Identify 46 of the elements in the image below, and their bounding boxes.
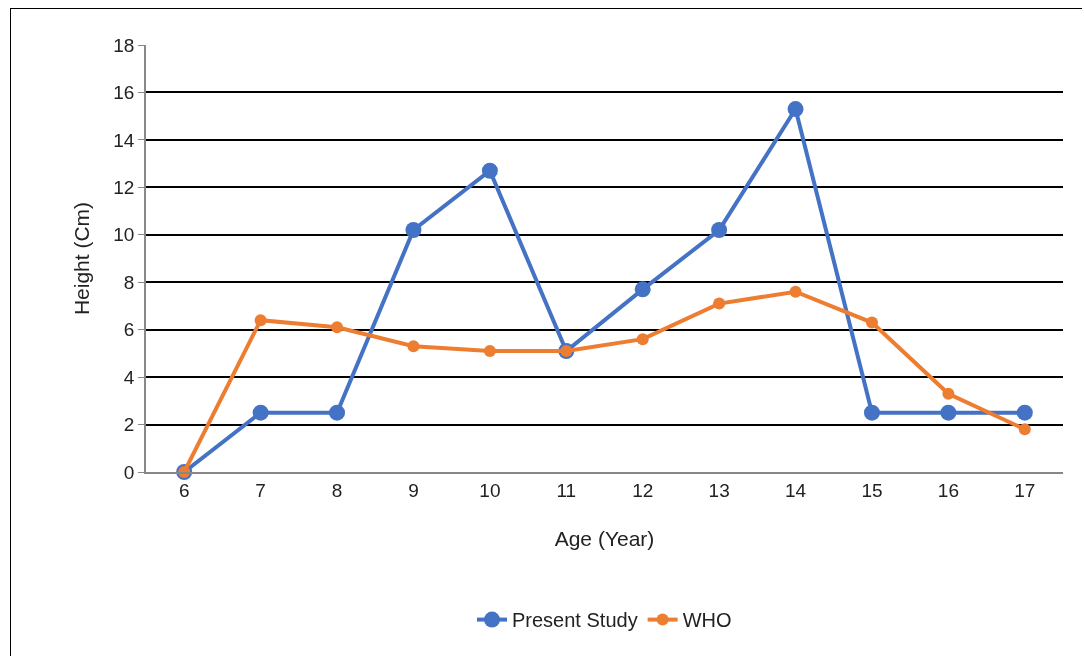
y-tick-label: 12 (113, 176, 135, 198)
y-tick-label: 16 (113, 82, 135, 104)
legend-label: WHO (682, 609, 732, 632)
x-tick-label: 13 (708, 479, 730, 501)
point (405, 222, 422, 239)
y-tick-label: 10 (113, 224, 135, 246)
point (331, 321, 344, 334)
x-tick-label: 7 (255, 479, 266, 501)
point (1018, 423, 1031, 436)
legend-label: Present Study (512, 609, 638, 632)
y-tick-label: 18 (113, 34, 135, 56)
x-tick-label: 16 (937, 479, 959, 501)
x-tick-label: 10 (479, 479, 501, 501)
point (634, 281, 651, 298)
point (407, 340, 420, 353)
x-tick-label: 12 (632, 479, 654, 501)
point (940, 404, 957, 421)
point (636, 333, 649, 346)
point (254, 314, 267, 327)
point (942, 387, 955, 400)
point (865, 316, 878, 329)
point (252, 404, 269, 421)
point (789, 285, 802, 298)
y-tick-label: 4 (123, 366, 135, 388)
x-tick-label: 6 (178, 479, 190, 501)
x-tick-label: 8 (331, 479, 343, 501)
point (713, 297, 726, 310)
point (329, 404, 346, 421)
y-axis-title: Height (Cm) (69, 201, 93, 316)
y-tick-label: 0 (123, 461, 135, 483)
x-tick-label: 11 (556, 479, 577, 501)
x-axis-title: Age (Year) (554, 526, 655, 550)
point (481, 162, 498, 179)
y-tick-label: 6 (123, 319, 135, 341)
y-tick-label: 2 (123, 414, 135, 436)
x-tick-label: 9 (408, 479, 419, 501)
x-tick-label: 17 (1014, 479, 1036, 501)
point (863, 404, 880, 421)
y-tick-label: 14 (113, 129, 135, 151)
x-tick-label: 14 (784, 479, 807, 501)
point (1016, 404, 1033, 421)
x-tick-label: 15 (861, 479, 883, 501)
y-tick-label: 8 (123, 271, 135, 293)
point (483, 345, 496, 358)
point (711, 222, 728, 239)
point (787, 101, 804, 118)
